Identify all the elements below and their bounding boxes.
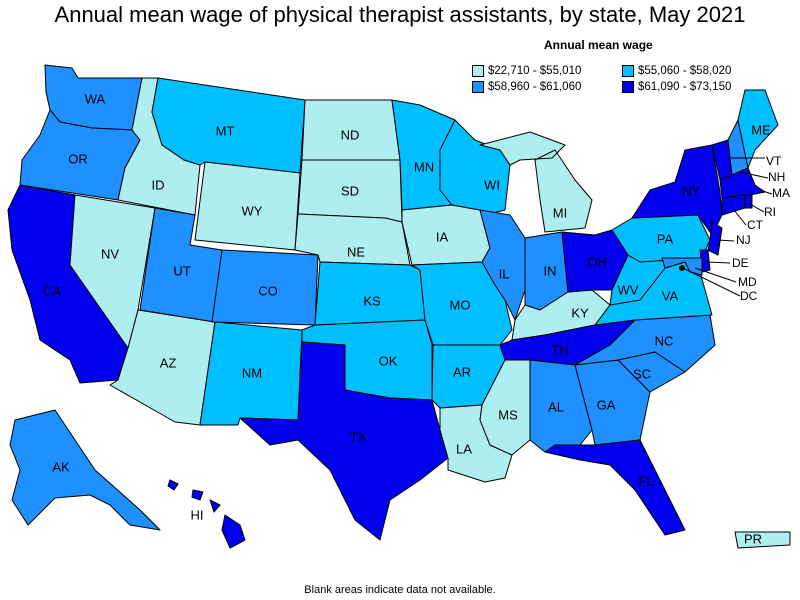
state-label-LA: LA (456, 441, 472, 456)
state-NJ (707, 221, 723, 256)
state-AK (9, 409, 161, 531)
state-label-FL: FL (638, 473, 653, 488)
state-label-PA: PA (657, 231, 674, 246)
state-TX (239, 341, 449, 541)
state-label-NC: NC (655, 333, 674, 348)
legend-title: Annual mean wage (544, 38, 653, 52)
state-label-OH: OH (587, 254, 607, 269)
state-label-KS: KS (363, 293, 381, 308)
state-label-MT: MT (216, 123, 235, 138)
state-label-WY: WY (242, 203, 263, 218)
state-label-MI: MI (553, 205, 567, 220)
state-label-NV: NV (101, 246, 119, 261)
state-label-TX: TX (350, 429, 367, 444)
state-label-WA: WA (85, 91, 106, 106)
state-label-WV: WV (618, 282, 639, 297)
legend-label-2: $55,060 - $58,020 (638, 65, 732, 77)
state-RI (744, 194, 753, 209)
state-label-MA: MA (772, 186, 790, 200)
state-label-CT: CT (747, 218, 764, 232)
state-label-MN: MN (414, 159, 434, 174)
state-label-AL: AL (548, 399, 564, 414)
state-label-UT: UT (173, 263, 190, 278)
state-NY (631, 144, 723, 236)
state-WI (439, 119, 511, 216)
legend-swatch-1 (472, 65, 484, 77)
state-label-MS: MS (498, 407, 518, 422)
state-label-ME: ME (751, 122, 771, 137)
state-label-OR: OR (68, 151, 88, 166)
state-label-DC: DC (740, 289, 758, 303)
state-label-IN: IN (544, 263, 557, 278)
state-label-KY: KY (571, 305, 589, 320)
state-label-MO: MO (450, 297, 471, 312)
state-label-WI: WI (484, 177, 500, 192)
state-label-RI: RI (764, 205, 776, 219)
state-label-ID: ID (152, 177, 165, 192)
legend-swatch-3 (472, 81, 484, 93)
legend-label-4: $61,090 - $73,150 (638, 81, 732, 93)
state-DC (679, 265, 685, 271)
state-label-SC: SC (633, 366, 651, 381)
state-label-VA: VA (662, 288, 679, 303)
state-MI (479, 131, 593, 233)
state-FL (544, 439, 686, 536)
state-label-CO: CO (258, 283, 278, 298)
legend-swatch-2 (622, 65, 634, 77)
state-CT (721, 194, 746, 216)
state-PR (734, 531, 791, 549)
state-label-NJ: NJ (736, 233, 751, 247)
state-MD (661, 257, 703, 276)
legend-item-2: $55,060 - $58,020 (622, 65, 731, 77)
state-IL (479, 209, 526, 321)
state-label-HI: HI (191, 507, 204, 522)
legend-item-4: $61,090 - $73,150 (622, 81, 731, 93)
state-label-AR: AR (453, 364, 471, 379)
state-label-SD: SD (341, 183, 359, 198)
state-label-IL: IL (499, 266, 510, 281)
footnote: Blank areas indicate data not available. (304, 584, 496, 596)
state-label-TN: TN (551, 342, 568, 357)
state-label-VT: VT (766, 154, 782, 168)
state-label-MD: MD (738, 275, 757, 289)
legend-label-1: $22,710 - $55,010 (488, 65, 582, 77)
state-label-NE: NE (347, 244, 365, 259)
state-label-NM: NM (242, 365, 262, 380)
legend-item-3: $58,960 - $61,060 (472, 81, 581, 93)
state-label-NH: NH (768, 170, 785, 184)
legend-item-1: $22,710 - $55,010 (472, 65, 581, 77)
state-label-ND: ND (341, 127, 360, 142)
state-label-PR: PR (744, 531, 762, 546)
state-label-AZ: AZ (160, 355, 177, 370)
state-label-IA: IA (436, 229, 449, 244)
legend-label-3: $58,960 - $61,060 (488, 81, 582, 93)
map-title: Annual mean wage of physical therapist a… (54, 2, 746, 27)
state-label-CA: CA (43, 283, 61, 298)
state-label-AK: AK (52, 459, 70, 474)
legend-swatch-4 (622, 81, 634, 93)
state-label-OK: OK (379, 353, 398, 368)
state-label-DE: DE (732, 256, 749, 270)
state-label-GA: GA (597, 397, 616, 412)
state-label-NY: NY (682, 183, 700, 198)
state-HI (167, 479, 246, 549)
